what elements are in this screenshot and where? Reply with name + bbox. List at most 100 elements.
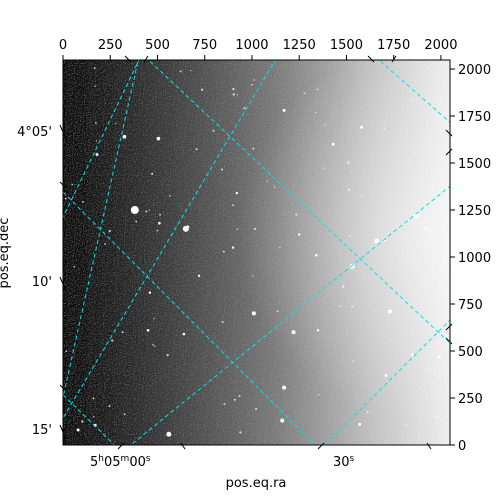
source-point — [424, 227, 428, 231]
x-tick-label: 1250 — [283, 38, 316, 53]
x-tick-label: 1500 — [330, 38, 363, 53]
faint-source — [121, 331, 124, 334]
x-tick-label: 750 — [192, 38, 217, 53]
source-point — [182, 332, 186, 336]
faint-source — [95, 121, 97, 124]
faint-source — [153, 345, 156, 347]
faint-source — [253, 227, 256, 231]
faint-source — [295, 213, 298, 216]
faint-source — [266, 180, 268, 182]
dec-tick-label: 10' — [32, 275, 52, 290]
source-point — [148, 291, 152, 294]
source-point — [130, 206, 139, 215]
faint-source — [251, 83, 253, 86]
dec-tick — [445, 337, 453, 345]
ra-tick — [143, 55, 149, 63]
faint-source — [252, 147, 255, 150]
dec-tick — [59, 424, 67, 440]
faint-source — [82, 201, 84, 203]
faint-source — [239, 431, 242, 434]
faint-source — [152, 344, 154, 346]
faint-source — [314, 111, 317, 114]
faint-source — [166, 354, 169, 357]
faint-source — [316, 88, 319, 91]
faint-source — [115, 122, 117, 124]
faint-source — [404, 240, 406, 242]
faint-source — [135, 220, 138, 223]
faint-source — [431, 184, 434, 186]
dec-tick — [59, 181, 67, 189]
faint-source — [64, 197, 67, 200]
faint-source — [236, 228, 239, 230]
grid-line — [63, 60, 276, 420]
faint-source — [111, 339, 114, 342]
dec-tick — [445, 129, 453, 137]
x-tick-label: 500 — [145, 38, 170, 53]
source-point — [411, 353, 415, 357]
source-point — [122, 134, 127, 139]
source-point — [331, 142, 335, 146]
faint-source — [123, 413, 126, 416]
faint-source — [412, 262, 415, 265]
faint-source — [322, 167, 324, 169]
faint-source — [383, 124, 386, 126]
faint-source — [65, 350, 68, 353]
x-tick-label: 1000 — [235, 38, 268, 53]
source-point — [280, 418, 285, 423]
faint-source — [361, 194, 363, 197]
faint-source — [443, 230, 446, 233]
dec-tick — [445, 323, 453, 331]
source-point — [437, 355, 441, 359]
faint-source — [238, 394, 241, 397]
faint-source — [324, 124, 326, 126]
coordinate-grid — [63, 60, 450, 445]
faint-source — [145, 210, 148, 213]
faint-source — [279, 246, 281, 249]
ra-tick — [391, 55, 397, 63]
faint-source — [200, 88, 204, 91]
dec-tick — [59, 276, 67, 292]
faint-source — [93, 67, 96, 70]
faint-source — [222, 250, 225, 253]
image-glow — [63, 60, 450, 445]
y-tick-label: 250 — [458, 392, 483, 407]
faint-source — [255, 407, 258, 410]
grid-line — [63, 60, 140, 219]
faint-source — [366, 411, 369, 414]
faint-source — [436, 415, 439, 418]
faint-source — [220, 168, 224, 171]
faint-source — [352, 360, 355, 363]
faint-source — [317, 394, 320, 396]
grid-line — [147, 60, 450, 344]
faint-source — [95, 140, 98, 142]
source-point — [314, 253, 318, 257]
faint-source — [428, 368, 430, 370]
faint-source — [93, 415, 95, 418]
ra-tick-labels: 5h05m00s 30s — [90, 454, 355, 470]
faint-source — [71, 183, 74, 186]
faint-source — [156, 229, 159, 232]
y-tick-label: 2000 — [458, 63, 491, 78]
ra-tick — [426, 442, 432, 450]
faint-source — [159, 213, 161, 216]
source-point — [291, 330, 296, 335]
dec-tick — [59, 384, 67, 392]
source-point — [156, 136, 161, 141]
source-point — [197, 274, 201, 278]
source-point — [76, 428, 80, 432]
faint-source — [179, 70, 182, 73]
faint-source — [94, 85, 96, 88]
plot-frame — [62, 59, 451, 446]
faint-source — [108, 405, 111, 408]
dec-tick — [59, 124, 67, 140]
world-ticks — [59, 55, 453, 450]
faint-source — [351, 305, 354, 308]
faint-source — [223, 403, 226, 406]
top-pixel-axis: 0 250 500 750 1000 1250 1500 1750 2000 — [59, 38, 457, 60]
source-point — [282, 108, 286, 112]
faint-source — [236, 94, 238, 96]
faint-source — [445, 303, 448, 306]
faint-source — [274, 186, 276, 188]
faint-source — [252, 275, 254, 277]
grid-line — [63, 60, 139, 400]
